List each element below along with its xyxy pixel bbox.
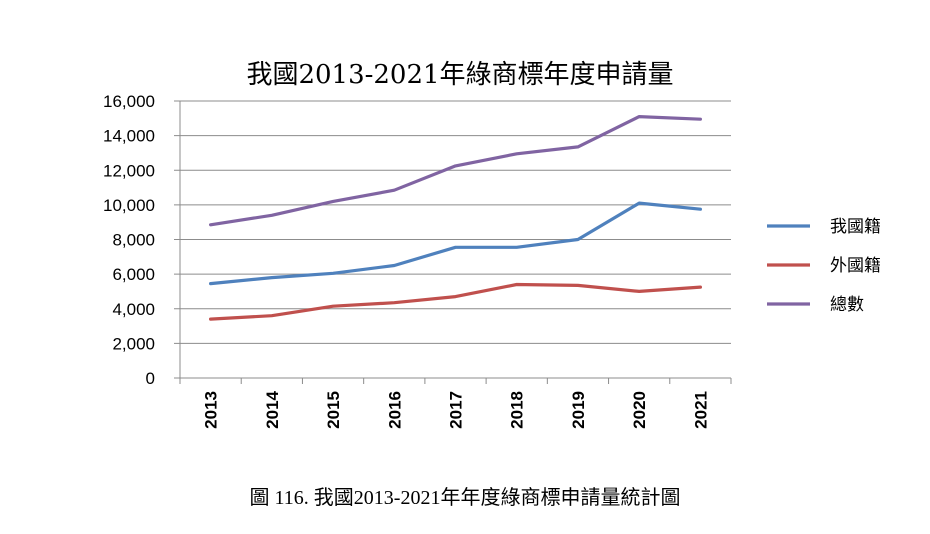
y-tick-label: 6,000 <box>112 265 155 284</box>
x-tick-label: 2013 <box>202 391 221 429</box>
series-line <box>209 201 702 286</box>
chart-title: 我國2013-2021年綠商標年度申請量 <box>246 60 673 90</box>
x-tick-label: 2014 <box>263 390 282 428</box>
series-line <box>209 115 702 227</box>
y-tick-label: 2,000 <box>112 334 155 353</box>
x-axis-ticks: 2013 2014 2015 2016 2017 2018 2019 2020 2021 <box>179 378 732 429</box>
figure-caption: 圖 116. 我國2013-2021年年度綠商標申請量統計圖 <box>249 487 681 509</box>
x-tick-label: 2020 <box>630 391 649 429</box>
legend-label: 外國籍 <box>830 256 881 276</box>
x-tick-label: 2016 <box>385 391 404 429</box>
y-tick-label: 10,000 <box>103 196 155 215</box>
legend-label: 總數 <box>830 295 864 315</box>
x-tick-label: 2017 <box>447 391 466 429</box>
y-tick-label: 12,000 <box>103 161 155 180</box>
y-tick-label: 14,000 <box>103 127 155 146</box>
y-axis-ticks: 0 2,000 4,000 6,000 8,000 10,000 12,000 14,000 1… <box>103 92 180 388</box>
series-lines <box>209 115 702 321</box>
y-tick-label: 4,000 <box>112 300 155 319</box>
x-tick-label: 2015 <box>324 391 343 429</box>
y-tick-label: 8,000 <box>112 231 155 250</box>
series-line <box>209 282 702 321</box>
x-tick-label: 2018 <box>508 391 527 429</box>
grid <box>180 100 731 344</box>
x-tick-label: 2021 <box>691 391 710 429</box>
x-tick-label: 2019 <box>569 391 588 429</box>
y-tick-label: 16,000 <box>103 92 155 111</box>
line-chart: 我國2013-2021年綠商標年度申請量 0 2,000 4,000 6,000 8,0… <box>103 60 881 429</box>
y-tick-label: 0 <box>146 369 155 388</box>
legend-label: 我國籍 <box>830 217 881 237</box>
